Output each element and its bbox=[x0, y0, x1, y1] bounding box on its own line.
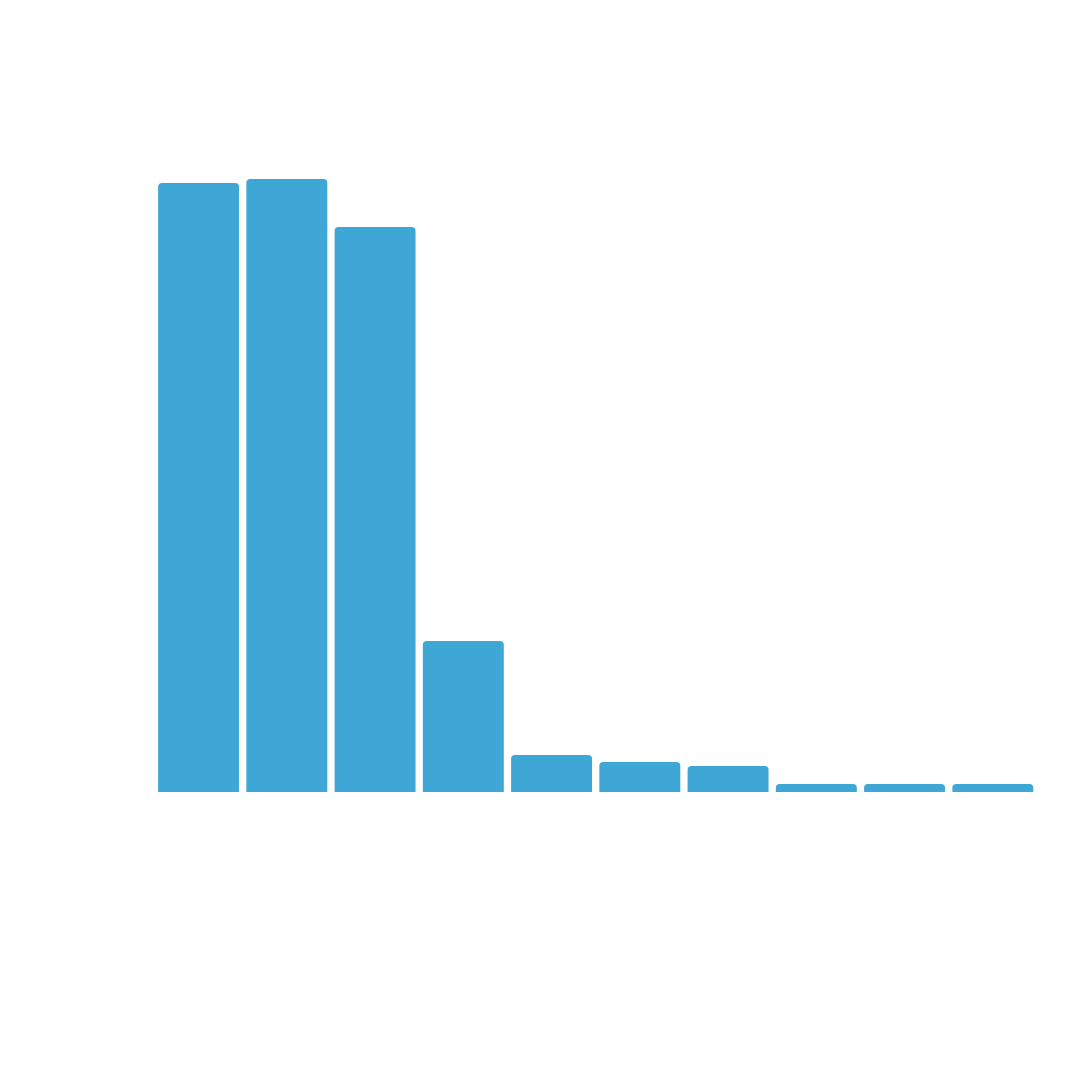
bar bbox=[775, 784, 857, 792]
bar bbox=[952, 784, 1034, 792]
bar bbox=[599, 762, 681, 792]
bar bbox=[246, 179, 328, 792]
bar bbox=[334, 227, 416, 792]
bar bbox=[864, 784, 946, 792]
bar bbox=[422, 641, 504, 792]
bar bbox=[687, 766, 769, 792]
bar bbox=[511, 755, 593, 792]
bar bbox=[158, 183, 240, 792]
